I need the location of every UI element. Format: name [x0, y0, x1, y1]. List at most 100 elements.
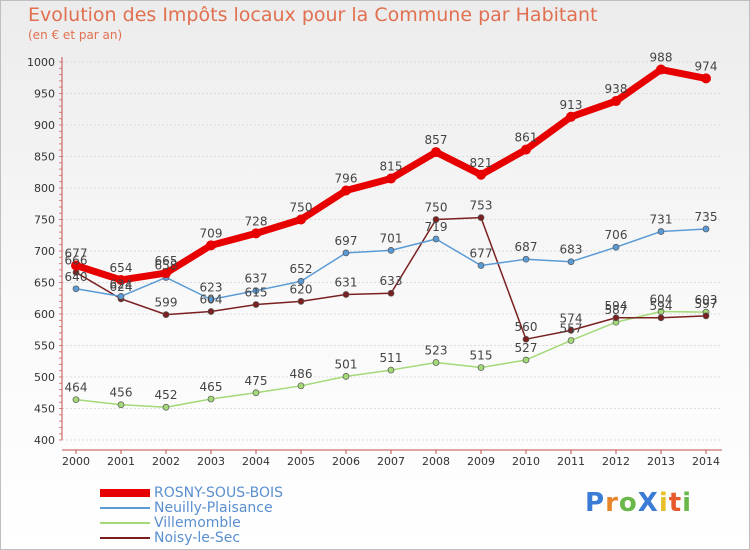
- data-label-1: 683: [560, 243, 583, 257]
- data-point-1: [612, 243, 620, 251]
- data-label-1: 701: [380, 231, 403, 245]
- data-point-3: [162, 311, 170, 318]
- data-point-2: [117, 401, 125, 409]
- data-label-1: 637: [245, 272, 268, 286]
- data-label-2: 501: [335, 357, 358, 371]
- proxiti-logo: ProXiti: [585, 488, 692, 518]
- legend-label-rosny: ROSNY-SOUS-BOIS: [154, 485, 284, 501]
- data-point-3: [387, 289, 395, 297]
- x-tick-label: 2005: [287, 455, 315, 468]
- data-point-0: [566, 111, 576, 122]
- data-label-3: 604: [200, 292, 223, 306]
- data-label-1: 658: [155, 258, 178, 272]
- data-label-2: 456: [110, 386, 133, 400]
- chart-subtitle: (en € et par an): [28, 28, 123, 42]
- data-label-0: 938: [605, 82, 628, 96]
- data-point-0: [71, 260, 81, 271]
- legend-swatch-rosny: [100, 489, 150, 497]
- x-tick-label: 2003: [197, 455, 225, 468]
- x-tick-label: 2000: [62, 455, 90, 468]
- data-label-3: 594: [650, 299, 673, 313]
- data-label-2: 523: [425, 344, 448, 358]
- data-label-3: 624: [110, 280, 133, 294]
- data-point-2: [72, 396, 80, 404]
- legend-item-rosny: ROSNY-SOUS-BOIS: [100, 485, 340, 501]
- data-label-3: 666: [65, 253, 88, 267]
- data-point-3: [432, 216, 440, 223]
- logo-letter: i: [682, 488, 693, 518]
- data-label-3: 574: [560, 311, 583, 325]
- data-label-1: 697: [335, 234, 358, 248]
- data-label-3: 599: [155, 296, 178, 310]
- data-point-2: [567, 337, 575, 344]
- data-point-0: [386, 173, 396, 184]
- data-label-3: 594: [605, 299, 628, 313]
- x-tick-label: 2004: [242, 455, 270, 468]
- data-label-1: 735: [695, 210, 718, 224]
- data-point-1: [297, 277, 305, 285]
- data-point-2: [477, 364, 485, 371]
- data-point-3: [522, 335, 530, 343]
- x-tick-label: 2008: [422, 455, 450, 468]
- x-tick-label: 2009: [467, 455, 495, 468]
- x-tick-label: 2010: [512, 455, 540, 468]
- data-label-1: 687: [515, 240, 538, 254]
- x-tick-label: 2007: [377, 455, 405, 468]
- data-point-0: [521, 144, 531, 155]
- data-label-3: 620: [290, 282, 313, 296]
- data-label-3: 633: [380, 274, 403, 288]
- data-label-2: 557: [560, 321, 583, 335]
- data-point-1: [522, 255, 530, 263]
- data-point-1: [387, 247, 395, 254]
- data-point-2: [342, 373, 350, 380]
- data-label-1: 731: [650, 212, 673, 226]
- data-point-0: [251, 228, 261, 239]
- legend-swatch-villemomble: [100, 522, 150, 524]
- data-point-1: [117, 293, 125, 300]
- logo-letter: P: [585, 488, 606, 518]
- data-point-2: [387, 366, 395, 374]
- legend-item-noisy: Noisy-le-Sec: [100, 530, 340, 546]
- data-point-1: [657, 228, 665, 235]
- data-label-2: 486: [290, 367, 313, 381]
- data-label-2: 452: [155, 388, 178, 402]
- legend-label-villemomble: Villemomble: [154, 515, 241, 531]
- data-label-1: 623: [200, 281, 223, 295]
- data-point-0: [476, 169, 486, 180]
- y-tick-label: 450: [34, 403, 55, 416]
- data-point-1: [207, 296, 215, 303]
- data-point-3: [342, 291, 350, 298]
- data-point-0: [701, 73, 711, 84]
- data-label-0: 665: [155, 254, 178, 268]
- logo-letter: o: [618, 488, 638, 518]
- data-point-3: [207, 308, 215, 315]
- data-label-2: 604: [650, 292, 673, 306]
- y-tick-label: 1000: [27, 56, 55, 69]
- data-point-0: [116, 274, 126, 285]
- y-tick-label: 750: [34, 214, 55, 227]
- data-point-3: [567, 327, 575, 334]
- data-point-2: [432, 359, 440, 366]
- data-point-3: [252, 301, 260, 308]
- y-tick-label: 800: [34, 182, 55, 195]
- y-tick-label: 500: [34, 371, 55, 384]
- data-label-0: 709: [200, 226, 223, 240]
- data-point-3: [297, 298, 305, 305]
- y-tick-label: 700: [34, 245, 55, 258]
- data-point-2: [522, 356, 530, 364]
- logo-letter: X: [637, 488, 659, 518]
- data-label-0: 750: [290, 201, 313, 215]
- data-label-0: 861: [515, 131, 538, 145]
- data-point-1: [342, 249, 350, 257]
- y-tick-label: 850: [34, 151, 55, 164]
- legend-swatch-neuilly: [100, 507, 150, 509]
- data-label-0: 913: [560, 98, 583, 112]
- logo-letter: t: [668, 488, 683, 518]
- data-label-2: 603: [695, 293, 718, 307]
- data-label-3: 597: [695, 297, 718, 311]
- data-label-0: 815: [380, 160, 403, 174]
- data-label-3: 560: [515, 320, 538, 334]
- x-tick-label: 2013: [647, 455, 675, 468]
- logo-letter: i: [658, 488, 669, 518]
